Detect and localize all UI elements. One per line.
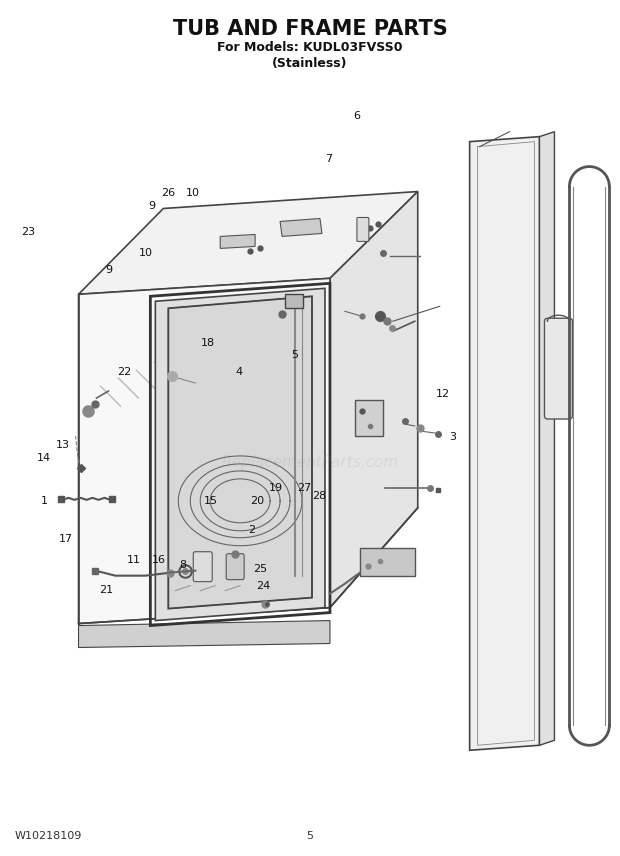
Text: 28: 28: [312, 491, 326, 502]
Text: 16: 16: [151, 556, 166, 565]
Text: 11: 11: [126, 556, 141, 565]
Text: 13: 13: [56, 440, 69, 450]
Polygon shape: [79, 278, 330, 623]
Polygon shape: [168, 296, 312, 609]
Polygon shape: [539, 132, 554, 746]
Text: (Stainless): (Stainless): [272, 56, 348, 70]
Text: 18: 18: [201, 337, 215, 348]
Text: 4: 4: [236, 367, 242, 377]
Polygon shape: [79, 621, 330, 647]
Text: 24: 24: [257, 581, 271, 591]
Text: 5: 5: [291, 350, 298, 360]
FancyBboxPatch shape: [193, 552, 212, 582]
Text: 8: 8: [180, 560, 187, 569]
Text: 10: 10: [139, 248, 153, 258]
FancyBboxPatch shape: [285, 294, 303, 308]
Text: 27: 27: [297, 483, 311, 493]
Text: 22: 22: [117, 367, 131, 377]
Polygon shape: [79, 192, 418, 294]
Text: 15: 15: [204, 496, 218, 506]
Text: 21: 21: [99, 586, 113, 595]
Text: 14: 14: [37, 453, 51, 463]
Text: 17: 17: [58, 534, 73, 544]
Text: 25: 25: [254, 564, 268, 574]
Text: For Models: KUDL03FVSS0: For Models: KUDL03FVSS0: [217, 41, 403, 54]
Text: 1: 1: [40, 496, 48, 506]
Polygon shape: [220, 235, 255, 248]
Text: 12: 12: [436, 389, 450, 399]
Text: 23: 23: [22, 227, 35, 236]
FancyBboxPatch shape: [357, 217, 369, 241]
Text: 9: 9: [149, 201, 156, 211]
FancyBboxPatch shape: [360, 548, 415, 576]
Text: 6: 6: [353, 111, 360, 122]
FancyBboxPatch shape: [226, 554, 244, 580]
Text: 19: 19: [269, 483, 283, 493]
Text: 2: 2: [247, 526, 255, 536]
Text: ReplacementParts.com: ReplacementParts.com: [221, 455, 399, 470]
Text: 26: 26: [161, 188, 175, 198]
Text: TUB AND FRAME PARTS: TUB AND FRAME PARTS: [172, 19, 448, 39]
Text: 3: 3: [449, 431, 456, 442]
Polygon shape: [280, 218, 322, 236]
FancyBboxPatch shape: [544, 318, 572, 419]
Text: 20: 20: [250, 496, 265, 506]
Text: 10: 10: [185, 188, 200, 198]
FancyBboxPatch shape: [355, 400, 383, 436]
Polygon shape: [469, 137, 539, 750]
Text: 5: 5: [306, 831, 314, 841]
Text: W10218109: W10218109: [15, 831, 82, 841]
Text: 7: 7: [325, 154, 332, 164]
Polygon shape: [330, 192, 418, 608]
Text: 9: 9: [105, 265, 112, 275]
Polygon shape: [156, 288, 325, 621]
